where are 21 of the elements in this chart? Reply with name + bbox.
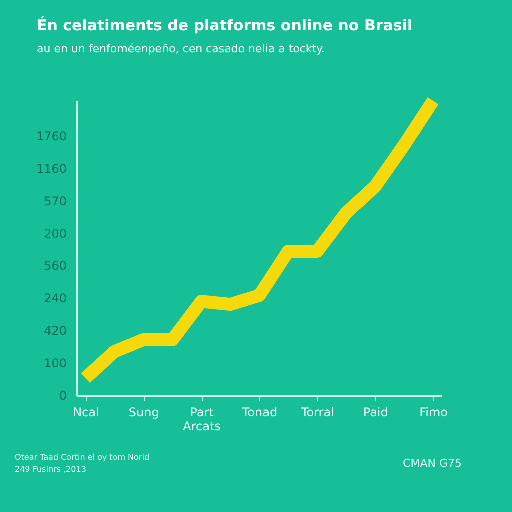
text: Otear Taad Cortin el oy tom Norid xyxy=(15,453,150,462)
text: 100 xyxy=(44,356,67,371)
text: 1760 xyxy=(36,129,67,144)
chart-subtitle: au en un fenfoméenpeño, cen casado nelia a tockty. xyxy=(37,42,326,56)
text: 200 xyxy=(44,226,67,241)
x-tick-label: Sung xyxy=(128,406,160,420)
x-tick-label: Torral xyxy=(300,406,334,420)
text: 1160 xyxy=(36,162,67,176)
text: 570 xyxy=(44,194,67,208)
text: 0 xyxy=(59,389,67,403)
text: 560 xyxy=(44,259,67,274)
chart-title: Én celatiments de platforms online no Brasil xyxy=(37,16,413,34)
x-tick-label: Paid xyxy=(363,406,388,420)
x-tick-label: Part Arcats xyxy=(183,406,221,434)
text: 249 Fusinrs ,2013 xyxy=(15,465,86,474)
x-tick-label: Ncal xyxy=(73,406,100,420)
x-tick-label: Tonad xyxy=(241,406,278,420)
text: CMAN G75 xyxy=(403,457,462,470)
text: 240 xyxy=(44,292,67,306)
text: 420 xyxy=(44,324,67,338)
x-tick-label: Fimo xyxy=(420,406,448,420)
